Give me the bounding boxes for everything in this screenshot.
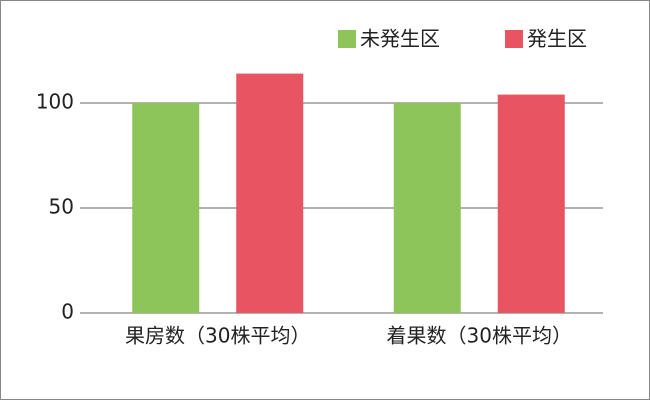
bar: [393, 103, 461, 313]
x-tick-label: 果房数（30株平均）: [125, 324, 310, 348]
y-tick-label: 50: [49, 195, 74, 219]
bar: [497, 94, 565, 313]
y-tick-label: 100: [36, 90, 74, 114]
legend-swatch: [505, 30, 523, 48]
y-tick-label: 0: [61, 300, 74, 324]
bar: [132, 103, 200, 313]
legend-swatch: [338, 30, 356, 48]
legend-label: 発生区: [527, 27, 587, 51]
x-tick-label: 着果数（30株平均）: [387, 324, 572, 348]
legend-label: 未発生区: [360, 27, 440, 51]
bar: [236, 73, 304, 313]
